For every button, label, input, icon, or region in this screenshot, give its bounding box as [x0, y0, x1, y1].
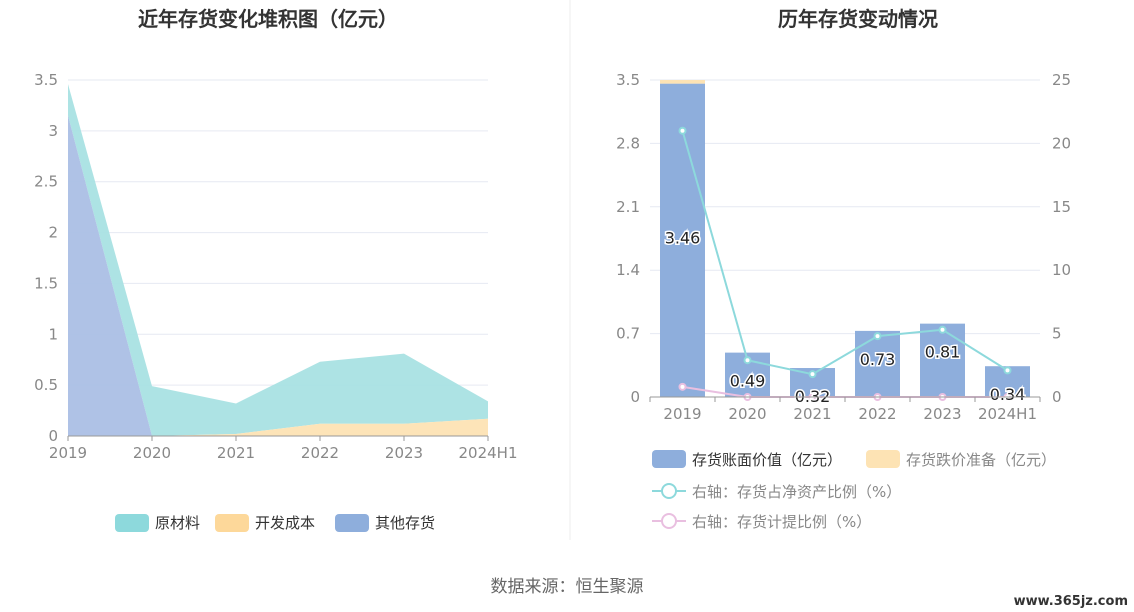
right-y-tick-label: 15 [1052, 198, 1071, 216]
bar-impairment [660, 80, 705, 84]
left-y-tick-label: 0 [630, 388, 640, 406]
y-tick-label: 3.5 [34, 71, 58, 89]
y-tick-label: 0.5 [34, 376, 58, 394]
legend-development-cost-swatch[interactable] [215, 514, 249, 532]
right-y-tick-label: 0 [1052, 388, 1062, 406]
line-inventory-net-asset-ratio-point [808, 370, 817, 379]
left-grid [68, 79, 488, 386]
watermark-bg [1008, 588, 1134, 612]
x-tick-label: 2024H1 [978, 405, 1037, 423]
left-y-ticks: 0 0.5 1 1.5 2 2.5 3 3.5 [34, 71, 58, 445]
area-other-inventory [68, 115, 488, 436]
right-bar-labels: 3.460.490.320.73 0.810.34 [663, 227, 1027, 407]
right-y-tick-label: 10 [1052, 261, 1071, 279]
legend-book-value-swatch[interactable] [652, 450, 686, 468]
line-provision-ratio-legend-marker[interactable] [661, 513, 677, 529]
line-inventory-net-asset-ratio-point [743, 356, 752, 365]
bar-value-label: 0.81 [925, 343, 961, 362]
x-tick-label: 2022 [301, 444, 339, 462]
left-y-tick-label: 2.1 [616, 198, 640, 216]
y-tick-label: 1.5 [34, 274, 58, 292]
y-tick-label: 0 [48, 427, 58, 445]
right-y-tick-label: 20 [1052, 134, 1071, 152]
line-provision-ratio-point [678, 382, 687, 391]
line-inventory-net-asset-ratio-point [678, 126, 687, 135]
bar-value-label: 0.49 [730, 372, 766, 391]
data-source: 数据来源：恒生聚源 [491, 577, 644, 597]
right-chart-title: 历年存货变动情况 [778, 7, 938, 31]
right-x-axis: 2019 2020 2021 2022 2023 2024H1 [649, 396, 1041, 423]
x-tick-label: 2020 [728, 405, 766, 423]
right-y-tick-label: 5 [1052, 325, 1062, 343]
legend-other-inventory-label[interactable]: 其他存货 [375, 514, 435, 532]
x-tick-label: 2019 [49, 444, 87, 462]
right-y-tick-label: 25 [1052, 71, 1071, 89]
bar-value-label: 0.34 [990, 385, 1026, 404]
bar-book-value [855, 330, 900, 397]
legend-book-value-label[interactable]: 存货账面价值（亿元） [692, 451, 842, 469]
bar-value-label: 3.46 [665, 229, 701, 248]
y-tick-label: 3 [48, 122, 58, 140]
left-areas [68, 84, 488, 436]
line-provision-ratio-legend-label[interactable]: 右轴：存货计提比例（%） [692, 513, 871, 531]
x-tick-label: 2019 [663, 405, 701, 423]
bar-value-label: 0.73 [860, 350, 896, 369]
left-legend: 原材料 开发成本 其他存货 [115, 514, 435, 532]
right-legend: 存货账面价值（亿元） 存货跌价准备（亿元） 右轴：存货占净资产比例（%） 右轴：存货计… [652, 450, 1056, 531]
y-tick-label: 2.5 [34, 173, 58, 191]
legend-raw-materials-label[interactable]: 原材料 [155, 514, 200, 532]
stacked-area-chart: 近年存货变化堆积图（亿元） 00.511.522.533.5 2019 2020 2… [34, 7, 518, 532]
line-inventory-net-asset-ratio-legend-label[interactable]: 右轴：存货占净资产比例（%） [692, 483, 901, 501]
x-tick-label: 2022 [858, 405, 896, 423]
y-tick-label: 1 [48, 325, 58, 343]
left-y-tick-label: 2.8 [616, 134, 640, 152]
right-left-y-ticks: 0 0.7 1.4 2.1 2.8 3.5 [616, 71, 640, 406]
right-grid [650, 79, 1040, 335]
line-inventory-net-asset-ratio [681, 130, 1009, 376]
line-inventory-net-asset-ratio-point [873, 332, 882, 341]
x-tick-label: 2021 [217, 444, 255, 462]
y-tick-label: 2 [48, 224, 58, 242]
right-right-y-ticks: 0 5 10 15 20 25 [1052, 71, 1071, 406]
x-tick-label: 2023 [385, 444, 423, 462]
left-y-tick-label: 3.5 [616, 71, 640, 89]
right-bars [660, 80, 1030, 397]
legend-impairment-label[interactable]: 存货跌价准备（亿元） [906, 451, 1056, 469]
x-tick-label: 2021 [793, 405, 831, 423]
legend-raw-materials-swatch[interactable] [115, 514, 149, 532]
legend-other-inventory-swatch[interactable] [335, 514, 369, 532]
left-x-axis: 2019 2020 2021 2022 2023 2024H1 [49, 435, 518, 462]
left-y-tick-label: 0.7 [616, 325, 640, 343]
legend-development-cost-label[interactable]: 开发成本 [255, 514, 315, 532]
x-tick-label: 2023 [923, 405, 961, 423]
left-chart-title: 近年存货变化堆积图（亿元） [138, 7, 398, 31]
line-inventory-net-asset-ratio-point [1003, 366, 1012, 375]
area-raw-materials [68, 84, 488, 436]
bar-book-value [660, 83, 705, 397]
x-tick-label: 2020 [133, 444, 171, 462]
watermark: www.365jz.com [1014, 594, 1128, 609]
x-tick-label: 2024H1 [459, 444, 518, 462]
left-y-tick-label: 1.4 [616, 261, 640, 279]
line-inventory-net-asset-ratio-legend-marker[interactable] [661, 483, 677, 499]
legend-impairment-swatch[interactable] [866, 450, 900, 468]
bar-book-value [920, 323, 965, 397]
line-inventory-net-asset-ratio-point [938, 325, 947, 334]
bar-line-chart: 历年存货变动情况 0 0.7 1.4 2.1 2.8 3.5 0 5 10 15 20 25 3.4… [616, 7, 1071, 531]
